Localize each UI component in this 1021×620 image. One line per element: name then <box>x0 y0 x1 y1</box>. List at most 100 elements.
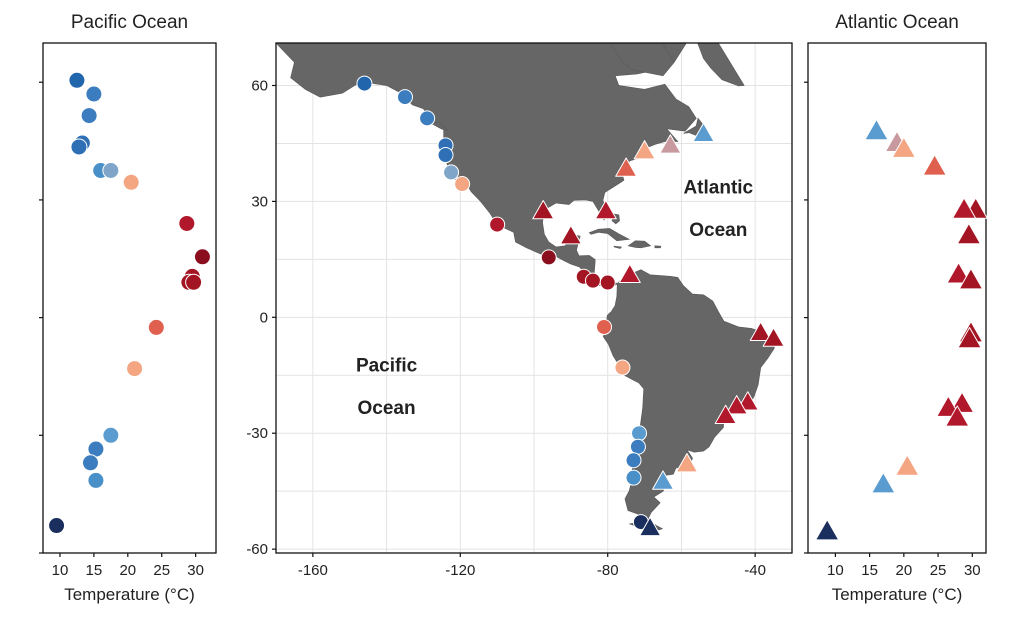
map-atlantic-site-marker <box>559 225 582 245</box>
land-jamaica <box>613 245 623 249</box>
map-pacific-site-marker <box>489 216 506 233</box>
land-group <box>276 43 775 531</box>
map-atlantic-site-marker <box>749 321 772 341</box>
atlantic-point <box>958 268 983 290</box>
pacific-point <box>102 426 120 444</box>
map-atlantic-site-marker <box>652 470 674 490</box>
pacific-x-tick-label: 15 <box>86 562 103 579</box>
pacific-point <box>122 173 140 191</box>
land-hispaniola <box>627 240 652 249</box>
atlantic-point <box>956 223 981 245</box>
map-pacific-site-marker <box>397 89 413 106</box>
land-baffin-island <box>609 43 675 77</box>
map-y-tick-label: 30 <box>251 193 268 210</box>
pacific-frame <box>42 42 217 554</box>
map-pacific-site-marker <box>599 274 616 291</box>
map-panel: -160 -120 -80 -40 -60 -30 0 30 60 Atlantic Ocean Pa… <box>246 42 793 579</box>
land-puerto-rico <box>654 245 662 249</box>
map-pacific-site-marker <box>356 75 373 92</box>
map-annotation: Ocean <box>358 398 416 419</box>
atlantic-point <box>922 154 947 176</box>
map-annotation: Pacific <box>356 355 418 376</box>
map-atlantic-site-marker <box>615 157 638 177</box>
map-atlantic-site-marker <box>659 134 682 154</box>
atlantic-x-tick-label: 15 <box>861 562 878 579</box>
map-pacific-site-marker <box>625 452 642 469</box>
atlantic-point <box>864 119 889 141</box>
map-pacific-site-marker <box>437 147 454 164</box>
map-pacific-site-marker <box>631 425 648 442</box>
pacific-x-tick-label: 25 <box>153 562 170 579</box>
atlantic-x-tick-label: 25 <box>930 562 947 579</box>
map-pacific-site-marker <box>454 176 471 193</box>
map-atlantic-site-marker <box>532 199 555 220</box>
pacific-point <box>193 248 211 266</box>
map-x-tick-label: -120 <box>445 562 475 579</box>
pacific-point <box>102 162 120 179</box>
pacific-x-axis-label: Temperature (°C) <box>64 585 195 604</box>
atlantic-point <box>945 405 970 427</box>
atlantic-point <box>895 454 920 476</box>
atlantic-x-tick-label: 20 <box>896 562 913 579</box>
map-pacific-site-marker <box>596 318 613 335</box>
map-pacific-site-marker <box>629 438 646 455</box>
pacific-x-tick-label: 20 <box>119 562 136 579</box>
map-x-tick-label: -40 <box>744 562 766 579</box>
pacific-point <box>178 214 196 232</box>
land-greenland <box>697 43 745 87</box>
atlantic-frame <box>807 42 987 554</box>
map-atlantic-site-marker <box>633 140 656 160</box>
land-south-america <box>602 269 775 521</box>
pacific-point <box>80 107 98 125</box>
map-atlantic-site-marker <box>639 516 662 537</box>
map-pacific-site-marker <box>540 249 557 266</box>
pacific-point <box>85 85 103 103</box>
pacific-point <box>48 517 66 535</box>
pacific-point <box>185 273 203 291</box>
map-annotation: Atlantic <box>683 178 753 199</box>
map-frame <box>275 42 793 554</box>
atlantic-point <box>871 472 896 494</box>
map-pacific-site-marker <box>625 469 642 486</box>
pacific-x-tick-label: 30 <box>187 562 204 579</box>
map-atlantic-site-marker <box>676 453 698 473</box>
pacific-point <box>68 71 86 89</box>
atlantic-x-tick-label: 10 <box>827 562 844 579</box>
map-atlantic-site-marker <box>725 395 748 415</box>
map-atlantic-site-marker <box>594 199 617 220</box>
atlantic-point <box>815 519 840 541</box>
pacific-point <box>87 471 105 489</box>
map-y-tick-label: -30 <box>246 425 268 442</box>
map-atlantic-site-marker <box>762 327 785 347</box>
map-annotation: Ocean <box>689 220 747 241</box>
pacific-point <box>81 454 99 472</box>
pacific-point <box>126 360 144 378</box>
map-y-tick-label: 0 <box>260 309 268 326</box>
map-y-tick-label: -60 <box>246 541 268 558</box>
pacific-point <box>70 138 88 156</box>
map-atlantic-site-marker <box>618 263 641 284</box>
pacific-point <box>147 318 165 336</box>
map-y-tick-label: 60 <box>251 78 268 95</box>
atlantic-x-tick-label: 30 <box>964 562 981 579</box>
map-x-tick-label: -160 <box>298 562 328 579</box>
land-cuba <box>588 228 631 242</box>
atlantic-point <box>891 136 916 158</box>
map-pacific-site-marker <box>584 272 601 289</box>
map-pacific-site-marker <box>419 110 436 127</box>
atlantic-point <box>957 326 982 349</box>
pacific-panel: Pacific Ocean 10 15 20 25 30 Temperature (°C) <box>39 12 217 604</box>
map-atlantic-site-marker <box>692 122 715 142</box>
atlantic-point <box>946 262 971 284</box>
atlantic-title: Atlantic Ocean <box>835 12 959 33</box>
atlantic-x-axis-label: Temperature (°C) <box>832 585 963 604</box>
atlantic-point <box>952 197 977 219</box>
map-pacific-site-marker <box>443 164 460 181</box>
map-atlantic-site-marker <box>714 404 737 425</box>
map-x-tick-label: -80 <box>597 562 619 579</box>
pacific-x-tick-label: 10 <box>52 562 69 579</box>
map-pacific-site-marker <box>614 359 631 376</box>
pacific-title: Pacific Ocean <box>71 12 188 33</box>
